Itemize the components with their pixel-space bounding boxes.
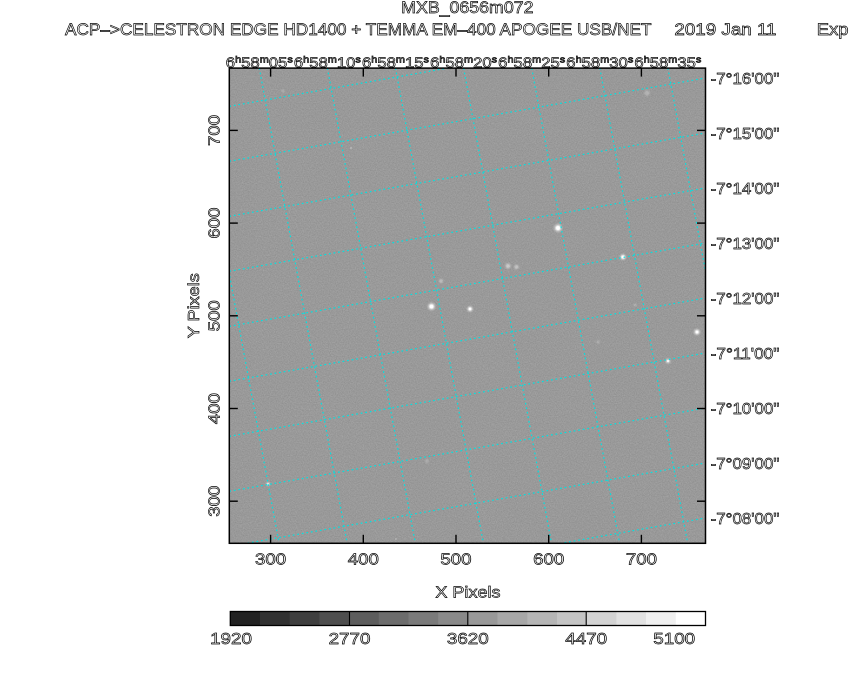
- svg-text:-7°13'00": -7°13'00": [711, 236, 780, 253]
- svg-text:500: 500: [440, 552, 471, 569]
- svg-text:600: 600: [533, 552, 564, 569]
- svg-text:400: 400: [348, 552, 379, 569]
- svg-text:-7°09'00": -7°09'00": [711, 456, 780, 473]
- svg-text:-7°12'00": -7°12'00": [711, 291, 780, 308]
- svg-text:Y Pixels: Y Pixels: [186, 273, 203, 338]
- svg-text:-7°08'00": -7°08'00": [711, 511, 780, 528]
- svg-text:ACP–>CELESTRON EDGE HD1400 + T: ACP–>CELESTRON EDGE HD1400 + TEMMA EM–40…: [65, 21, 652, 39]
- svg-text:X Pixels: X Pixels: [435, 584, 500, 601]
- svg-text:300: 300: [207, 486, 224, 517]
- svg-text:700: 700: [626, 552, 657, 569]
- svg-text:-7°10'00": -7°10'00": [711, 401, 780, 418]
- svg-text:4470: 4470: [565, 631, 607, 648]
- svg-text:400: 400: [207, 393, 224, 424]
- svg-text:2770: 2770: [329, 631, 371, 648]
- svg-text:Exp: Exp: [817, 21, 849, 39]
- svg-text:600: 600: [207, 207, 224, 238]
- svg-text:-7°14'00": -7°14'00": [711, 181, 780, 198]
- svg-text:-7°15'00": -7°15'00": [711, 126, 780, 143]
- svg-text:500: 500: [207, 300, 224, 331]
- svg-text:5100: 5100: [653, 631, 695, 648]
- svg-text:MXB_0656m072: MXB_0656m072: [401, 0, 533, 17]
- svg-text:700: 700: [207, 115, 224, 146]
- svg-text:-7°11'00": -7°11'00": [711, 346, 780, 363]
- svg-text:2019 Jan 11: 2019 Jan 11: [674, 21, 776, 39]
- svg-text:3620: 3620: [447, 631, 489, 648]
- svg-text:1920: 1920: [210, 631, 252, 648]
- svg-text:300: 300: [255, 552, 286, 569]
- svg-text:-7°16'00": -7°16'00": [711, 71, 780, 88]
